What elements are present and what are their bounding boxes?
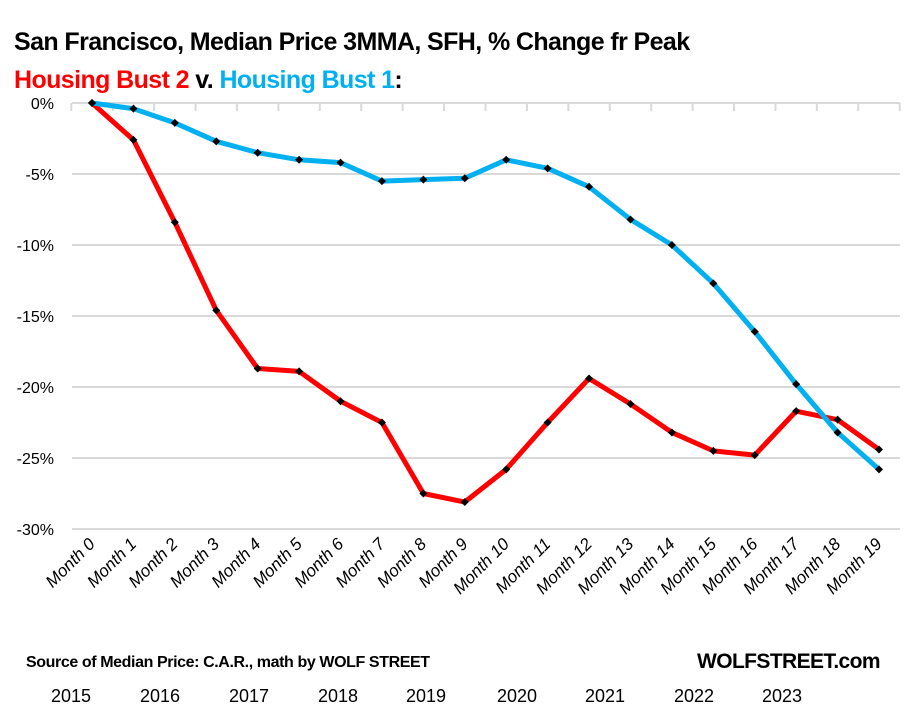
data-point-marker bbox=[626, 400, 635, 409]
data-point-marker bbox=[626, 215, 635, 224]
y-tick-label: -15% bbox=[17, 309, 54, 326]
data-point-marker bbox=[377, 418, 386, 427]
year-label: 2015 bbox=[50, 686, 92, 706]
brand-label: WOLFSTREET.com bbox=[697, 650, 881, 673]
y-tick-label: -20% bbox=[17, 380, 54, 397]
data-point-marker bbox=[129, 135, 138, 144]
subtitle-connector: v. bbox=[188, 66, 220, 94]
year-label: 2021 bbox=[584, 686, 626, 706]
subtitle-series-housing-bust-2: Housing Bust 2 bbox=[14, 66, 190, 94]
year-label: 2019 bbox=[405, 686, 447, 706]
y-tick-label: 0% bbox=[31, 96, 54, 113]
data-point-marker bbox=[502, 465, 511, 474]
subtitle-series-housing-bust-1: Housing Bust 1 bbox=[219, 66, 395, 94]
data-point-marker bbox=[129, 104, 138, 113]
year-label: 2016 bbox=[139, 686, 181, 706]
year-label: 2020 bbox=[496, 686, 538, 706]
series-line-housing-bust-2 bbox=[89, 100, 882, 505]
chart-title: San Francisco, Median Price 3MMA, SFH, %… bbox=[14, 28, 690, 56]
y-axis-ticks: 0% -5% -10% -15% -20% -25% -30% bbox=[17, 96, 54, 539]
data-point-marker bbox=[253, 364, 262, 373]
source-note: Source of Median Price: C.A.R., math by … bbox=[26, 654, 430, 671]
data-point-marker bbox=[170, 218, 179, 227]
y-tick-label: -25% bbox=[17, 451, 54, 468]
data-point-marker bbox=[833, 428, 842, 437]
data-point-marker bbox=[377, 177, 386, 186]
y-tick-label: -5% bbox=[26, 167, 54, 184]
data-point-marker bbox=[460, 174, 469, 183]
data-point-marker bbox=[585, 182, 594, 191]
data-point-marker bbox=[543, 418, 552, 427]
data-point-marker bbox=[543, 164, 552, 173]
chart-subtitle: Housing Bust 2 v. Housing Bust 1: bbox=[14, 66, 403, 95]
data-point-marker bbox=[88, 99, 96, 107]
y-tick-label: -10% bbox=[17, 238, 54, 255]
data-point-marker bbox=[667, 241, 676, 249]
data-point-marker bbox=[336, 397, 345, 406]
year-label: 2023 bbox=[761, 686, 803, 706]
data-point-marker bbox=[792, 380, 801, 389]
data-point-marker bbox=[336, 158, 345, 167]
subtitle-colon: : bbox=[394, 66, 403, 94]
data-point-marker bbox=[875, 465, 883, 474]
year-label: 2022 bbox=[673, 686, 715, 706]
data-point-marker bbox=[709, 279, 718, 288]
data-point-marker bbox=[585, 374, 594, 383]
series-line-housing-bust-1 bbox=[89, 100, 882, 472]
year-label: 2017 bbox=[228, 686, 270, 706]
data-point-marker bbox=[419, 175, 428, 184]
data-point-marker bbox=[295, 367, 304, 376]
data-point-marker bbox=[709, 446, 718, 455]
data-point-marker bbox=[667, 428, 676, 437]
data-point-marker bbox=[170, 118, 179, 127]
data-point-marker bbox=[212, 137, 221, 146]
year-label: 2018 bbox=[317, 686, 359, 706]
series-markers bbox=[88, 99, 883, 507]
series-lines bbox=[89, 100, 882, 505]
data-point-marker bbox=[792, 407, 801, 416]
data-point-marker bbox=[750, 451, 759, 460]
data-point-marker bbox=[212, 306, 221, 315]
data-point-marker bbox=[502, 155, 511, 164]
y-tick-label: -30% bbox=[17, 522, 54, 539]
data-point-marker bbox=[253, 148, 262, 157]
data-point-marker bbox=[750, 327, 759, 336]
gridlines bbox=[70, 102, 901, 530]
data-point-marker bbox=[460, 498, 469, 507]
data-point-marker bbox=[419, 489, 428, 498]
data-point-marker bbox=[833, 415, 842, 424]
data-point-marker bbox=[295, 155, 304, 164]
year-labels-row: 2015 2016 2017 2018 2019 2020 2021 2022 2023 bbox=[0, 686, 906, 716]
data-point-marker bbox=[875, 445, 883, 454]
